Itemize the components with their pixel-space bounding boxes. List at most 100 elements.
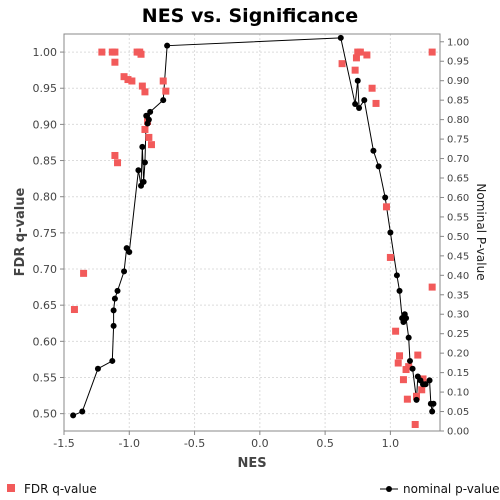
legend-pvalue-label: nominal p-value [403, 482, 499, 496]
fdr-point [396, 352, 404, 360]
p-value-point [409, 365, 416, 372]
fdr-point [428, 283, 436, 291]
y-tick-label: 0.90 [33, 118, 58, 131]
p-value-point [387, 229, 394, 236]
y2-tick-label: 0.10 [447, 388, 469, 399]
y2-axis-title: Nominal P-value [474, 183, 488, 280]
fdr-point [111, 151, 119, 159]
fdr-point [368, 84, 376, 92]
p-value-point [139, 143, 146, 150]
p-value-point [79, 408, 86, 415]
y-tick-label: 0.85 [33, 155, 58, 168]
p-value-point [147, 108, 154, 115]
p-value-point [403, 315, 410, 322]
y2-tick-label: 0.45 [447, 251, 469, 262]
fdr-point [386, 253, 394, 261]
p-value-point [352, 101, 359, 108]
chart-title: NES vs. Significance [142, 5, 358, 27]
y2-tick-label: 0.50 [447, 232, 469, 243]
fdr-point [147, 141, 155, 149]
p-value-point [426, 377, 433, 384]
y2-tick-label: 0.65 [447, 174, 469, 185]
legend-fdr-swatch [7, 484, 15, 492]
x-tick-label: -0.5 [184, 437, 205, 450]
p-value-point [413, 396, 420, 403]
x-tick-label: -1.0 [119, 437, 140, 450]
fdr-point [352, 54, 360, 62]
fdr-point [372, 99, 380, 107]
y2-tick-label: 0.70 [447, 154, 469, 165]
y-axis-title: FDR q-value [13, 187, 28, 276]
legend-pvalue-marker [386, 486, 392, 492]
p-value-point [111, 295, 118, 302]
p-value-point [110, 307, 117, 314]
y2-tick-label: 0.90 [447, 76, 469, 87]
y-tick-label: 0.60 [33, 335, 58, 348]
fdr-point [403, 395, 411, 403]
p-value-point [396, 287, 403, 294]
legend: FDR q-value nominal p-value [7, 482, 499, 496]
fdr-point [159, 77, 167, 85]
p-value-point [140, 178, 147, 185]
y2-tick-label: 0.30 [447, 310, 469, 321]
y2-tick-label: 0.15 [447, 368, 469, 379]
p-value-point [406, 357, 413, 364]
fdr-point [351, 66, 359, 74]
p-value-point [110, 322, 117, 329]
fdr-point [120, 73, 128, 81]
y-axis-left: 0.50 0.55 0.60 0.65 0.70 0.75 0.80 0.85 0.90 0.95… [33, 46, 64, 421]
y2-tick-label: 0.25 [447, 329, 469, 340]
y2-tick-label: 0.35 [447, 290, 469, 301]
p-value-point [361, 97, 368, 104]
p-value-point [337, 34, 344, 41]
y2-tick-label: 0.20 [447, 349, 469, 360]
fdr-point [394, 359, 402, 367]
fdr-point [413, 392, 420, 400]
fdr-point [80, 269, 88, 277]
fdr-point [405, 363, 413, 371]
y2-tick-label: 0.40 [447, 271, 469, 282]
p-value-point [114, 287, 121, 294]
fdr-point [145, 133, 153, 141]
x-tick-label: 0.0 [251, 437, 269, 450]
y2-tick-label: 0.05 [447, 407, 469, 418]
fdr-point [111, 48, 119, 56]
y-tick-label: 1.00 [33, 46, 58, 59]
p-value-point [382, 194, 389, 201]
p-value-point [135, 167, 142, 174]
p-value-point [430, 400, 437, 407]
grid [63, 34, 440, 431]
y2-tick-label: 0.95 [447, 57, 469, 68]
y2-tick-label: 1.00 [447, 37, 469, 48]
fdr-point [124, 76, 132, 84]
x-axis: -1.5 -1.0 -0.5 0.0 0.5 1.0 [53, 431, 399, 450]
fdr-point [356, 48, 364, 56]
y-tick-label: 0.55 [33, 371, 58, 384]
fdr-point [428, 48, 436, 56]
y2-tick-label: 0.80 [447, 115, 469, 126]
p-value-point [422, 381, 429, 388]
p-value-point [160, 97, 167, 104]
legend-fdr-label: FDR q-value [24, 482, 97, 496]
fdr-point [128, 77, 136, 85]
p-value-point [429, 408, 436, 415]
y2-tick-label: 0.00 [447, 427, 469, 438]
fdr-point [418, 386, 426, 394]
p-value-point [356, 104, 363, 111]
fdr-point [411, 420, 419, 428]
p-value-point [405, 334, 412, 341]
fdr-point [338, 60, 346, 68]
y-axis-right: 0.00 0.05 0.10 0.15 0.20 0.25 0.30 0.35 0.40 0.45… [440, 37, 469, 438]
p-value-point [70, 412, 77, 419]
fdr-point [114, 159, 122, 167]
p-value-point [145, 116, 152, 123]
marker-layer [70, 34, 437, 428]
fdr-point [363, 51, 371, 59]
y2-tick-label: 0.85 [447, 96, 469, 107]
fdr-point [399, 376, 407, 384]
y2-tick-label: 0.60 [447, 193, 469, 204]
y-tick-label: 0.80 [33, 191, 58, 204]
y-tick-label: 0.75 [33, 227, 58, 240]
